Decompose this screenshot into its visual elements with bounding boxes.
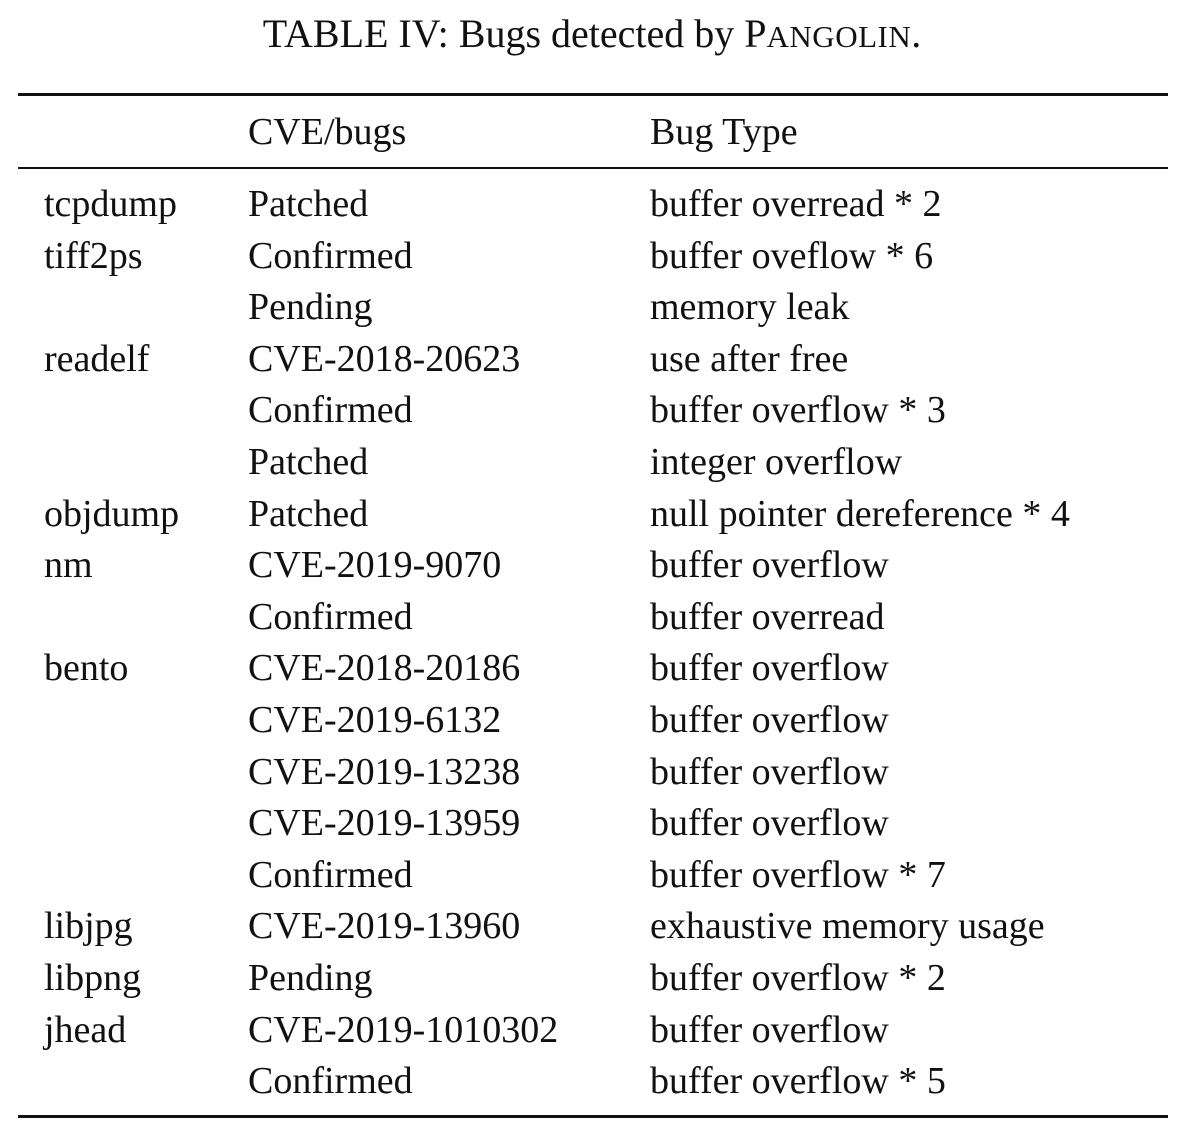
cell-program: jhead (44, 1008, 127, 1051)
cell-program: objdump (44, 492, 180, 535)
cell-status: CVE-2019-13238 (248, 750, 521, 793)
cell-bug-type: buffer overread * 2 (650, 183, 942, 225)
table-row: readelf CVE-2018-20623 use after free (0, 335, 1184, 387)
cell-status: CVE-2018-20186 (248, 647, 521, 690)
cell-status: CVE-2019-9070 (248, 544, 502, 587)
cell-bug-type: buffer overflow (650, 544, 889, 587)
cell-bug-type: null pointer dereference * 4 (650, 492, 1070, 535)
cell-status: Confirmed (248, 595, 413, 638)
cell-status: Confirmed (248, 234, 413, 277)
cell-program: libpng (44, 956, 142, 999)
cell-bug-type: buffer overflow * 7 (650, 853, 946, 896)
cell-bug-type: buffer overflow (650, 802, 889, 845)
table-row: objdump Patched null pointer dereference… (0, 490, 1184, 542)
table-row: jhead CVE-2019-1010302 buffer overflow (0, 1006, 1184, 1058)
cell-status: Pending (248, 286, 373, 329)
cell-status: CVE-2019-1010302 (248, 1008, 559, 1051)
cell-program: tcpdump (44, 183, 177, 225)
cell-status: CVE-2019-6132 (248, 698, 502, 741)
table-header: CVE/bugs Bug Type (0, 108, 1184, 156)
cell-program: readelf (44, 337, 150, 380)
table-row: libpng Pending buffer overflow * 2 (0, 954, 1184, 1006)
cell-status: Confirmed (248, 389, 413, 432)
cell-bug-type: integer overflow (650, 440, 903, 483)
table-row: nm CVE-2019-9070 buffer overflow (0, 541, 1184, 593)
cell-bug-type: buffer overflow * 2 (650, 956, 946, 999)
cell-bug-type: buffer overread (650, 595, 885, 638)
cell-bug-type: exhaustive memory usage (650, 905, 1045, 948)
cell-program: nm (44, 544, 93, 587)
caption-prefix: TABLE IV: Bugs detected by (262, 11, 745, 56)
bottom-rule (18, 1115, 1168, 1118)
header-bug-type: Bug Type (650, 111, 798, 153)
table-row: CVE-2019-13959 buffer overflow (0, 799, 1184, 851)
table-row: Confirmed buffer overflow * 3 (0, 386, 1184, 438)
cell-bug-type: buffer overflow * 3 (650, 389, 946, 432)
cell-program: libjpg (44, 905, 133, 948)
cell-program: tiff2ps (44, 234, 143, 277)
cell-status: Confirmed (248, 1060, 413, 1103)
cell-bug-type: buffer oveflow * 6 (650, 234, 934, 277)
cell-bug-type: buffer overflow (650, 750, 889, 793)
cell-bug-type: use after free (650, 337, 849, 380)
cell-status: CVE-2019-13959 (248, 802, 521, 845)
header-rule (18, 167, 1168, 169)
cell-status: Patched (248, 440, 369, 483)
cell-status: Confirmed (248, 853, 413, 896)
cell-status: Patched (248, 492, 369, 535)
cell-status: Patched (248, 183, 369, 225)
cell-program: bento (44, 647, 129, 690)
table-row: Pending memory leak (0, 283, 1184, 335)
table-row: bento CVE-2018-20186 buffer overflow (0, 644, 1184, 696)
caption-suffix: . (911, 11, 922, 56)
table-row: Confirmed buffer overread (0, 593, 1184, 645)
table-row: Confirmed buffer overflow * 7 (0, 851, 1184, 903)
table-caption: TABLE IV: Bugs detected by PANGOLIN. (0, 10, 1184, 61)
cell-bug-type: buffer overflow (650, 647, 889, 690)
header-cve-bugs: CVE/bugs (248, 111, 407, 153)
table-row: tiff2ps Confirmed buffer oveflow * 6 (0, 232, 1184, 284)
table-row: Confirmed buffer overflow * 5 (0, 1057, 1184, 1109)
table-row: libjpg CVE-2019-13960 exhaustive memory … (0, 902, 1184, 954)
table-row: CVE-2019-6132 buffer overflow (0, 696, 1184, 748)
cell-bug-type: buffer overflow * 5 (650, 1060, 946, 1103)
top-rule (18, 93, 1168, 96)
caption-tool-initial: P (744, 11, 767, 56)
cell-bug-type: buffer overflow (650, 1008, 889, 1051)
cell-bug-type: memory leak (650, 286, 850, 329)
cell-status: CVE-2019-13960 (248, 905, 521, 948)
table-body: tcpdump Patched buffer overread * 2 tiff… (0, 180, 1184, 1109)
table-row: tcpdump Patched buffer overread * 2 (0, 180, 1184, 232)
cell-status: Pending (248, 956, 373, 999)
table-row: CVE-2019-13238 buffer overflow (0, 748, 1184, 800)
cell-bug-type: buffer overflow (650, 698, 889, 741)
cell-status: CVE-2018-20623 (248, 337, 521, 380)
caption-tool-rest: ANGOLIN (766, 19, 912, 54)
table-row: Patched integer overflow (0, 438, 1184, 490)
